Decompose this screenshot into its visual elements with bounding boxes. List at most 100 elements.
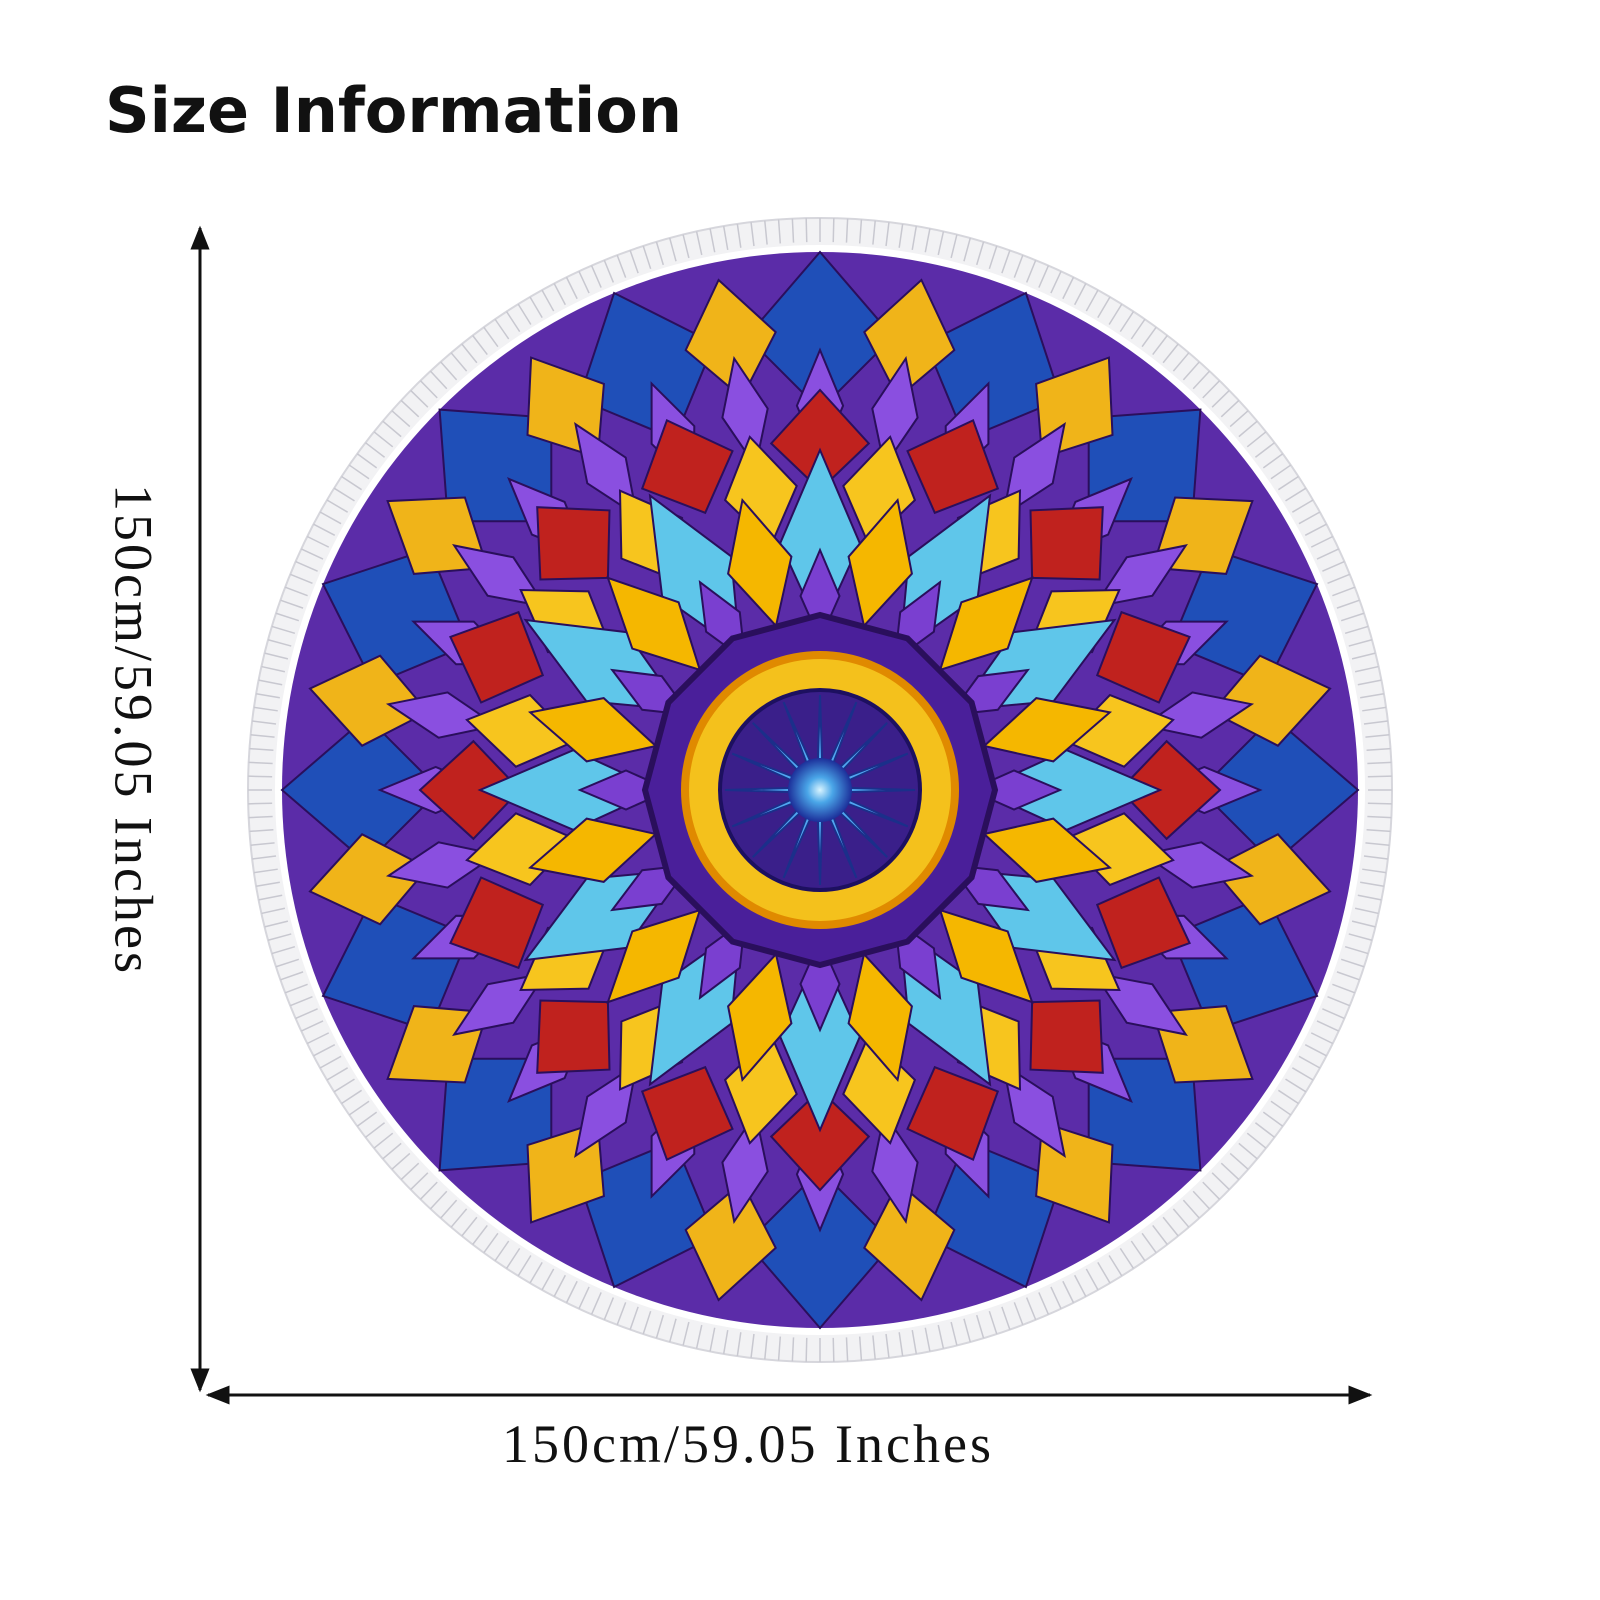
fringe-strand — [709, 1327, 716, 1352]
fringe-strand — [1362, 868, 1387, 874]
fringe-strand — [1298, 511, 1321, 525]
fringe-strand — [736, 1332, 742, 1357]
fringe-strand — [1344, 945, 1369, 955]
fringe-strand — [1013, 1302, 1024, 1326]
fringe-strand — [505, 311, 521, 333]
fringe-strand — [1182, 361, 1200, 381]
fringe-strand — [326, 1067, 349, 1081]
fringe-strand — [341, 475, 363, 491]
fringe-strand — [722, 226, 729, 250]
fringe-strand — [975, 241, 985, 266]
mandala-petal — [418, 739, 522, 841]
fringe-strand — [253, 706, 278, 712]
mandala-petal — [449, 876, 545, 970]
fringe-strand — [284, 586, 308, 597]
fringe-strand — [898, 1332, 904, 1357]
fringe-strand — [271, 625, 296, 635]
fringe-strand — [1340, 612, 1365, 622]
fringe-strand — [1062, 276, 1075, 300]
fringe-strand — [400, 399, 420, 418]
fringe-strand — [1362, 706, 1387, 712]
fringe-strand — [682, 234, 690, 259]
mandala-petal — [1210, 833, 1332, 926]
fringe-strand — [1340, 958, 1365, 968]
fringe-strand — [777, 1336, 782, 1361]
fringe-strand — [553, 283, 566, 306]
mandala-petal — [1118, 739, 1222, 841]
mandala-petal — [721, 1111, 769, 1225]
mandala-petal — [1210, 654, 1332, 747]
fringe-strand — [429, 1190, 448, 1210]
fringe-strand — [284, 983, 308, 994]
fringe-strand — [1357, 894, 1382, 901]
fringe-strand — [483, 326, 499, 348]
fringe-strand — [1192, 370, 1211, 390]
mandala-petal — [1029, 999, 1104, 1074]
mandala-petal — [745, 1168, 895, 1330]
fringe-strand — [805, 1337, 808, 1362]
fringe-strand — [1229, 1152, 1249, 1170]
fringe-strand — [483, 1232, 499, 1254]
fringe-strand — [248, 761, 273, 765]
fringe-strand — [963, 237, 971, 262]
mandala-petal — [536, 506, 611, 581]
fringe-strand — [1182, 1199, 1200, 1219]
fringe-strand — [1172, 1208, 1190, 1228]
fringe-strand — [271, 945, 296, 955]
fringe-strand — [1108, 1255, 1123, 1277]
fringe-strand — [248, 815, 273, 819]
fringe-strand — [264, 652, 289, 660]
fringe-strand — [419, 380, 438, 399]
fringe-strand — [348, 1100, 370, 1116]
mandala-petal — [779, 447, 861, 633]
fringe-strand — [911, 1330, 918, 1354]
fringe-strand — [541, 1268, 555, 1291]
mandala-petal — [906, 419, 1000, 515]
fringe-strand — [250, 842, 275, 846]
fringe-strand — [373, 431, 394, 448]
mandala-petal — [847, 952, 913, 1083]
fringe-strand — [736, 223, 742, 248]
fringe-strand — [988, 245, 998, 270]
fringe-strand — [319, 1055, 342, 1069]
fringe-strand — [1285, 1078, 1307, 1093]
fringe-strand — [1366, 828, 1391, 833]
fringe-strand — [1327, 995, 1351, 1007]
fringe-strand — [669, 237, 677, 262]
fringe-strand — [400, 1162, 420, 1181]
fringe-strand — [1141, 1232, 1157, 1254]
fringe-strand — [1162, 1216, 1179, 1237]
fringe-strand — [1192, 1190, 1211, 1210]
fringe-strand — [642, 245, 652, 270]
fringe-strand — [505, 1247, 521, 1269]
mandala-petal — [527, 817, 658, 883]
mandala-petal — [1029, 506, 1104, 581]
fringe-strand — [1001, 1306, 1011, 1330]
fringe-strand — [1351, 652, 1376, 660]
mandala-petal — [1095, 610, 1191, 704]
fringe-strand — [963, 1318, 971, 1343]
fringe-strand — [616, 1302, 627, 1326]
mandala-petal — [308, 833, 430, 926]
fringe-strand — [1304, 523, 1327, 536]
fringe-strand — [709, 228, 716, 253]
fringe-strand — [1141, 326, 1157, 348]
mandala-petal — [684, 1180, 777, 1302]
fringe-strand — [1074, 283, 1087, 306]
fringe-strand — [1310, 535, 1334, 548]
fringe-strand — [365, 1122, 386, 1138]
fringe-strand — [975, 1314, 985, 1339]
fringe-strand — [1316, 548, 1340, 560]
fringe-strand — [461, 343, 478, 364]
fringe-strand — [529, 1261, 543, 1284]
fringe-strand — [450, 1208, 468, 1228]
fringe-strand — [1038, 265, 1050, 288]
fringe-strand — [1336, 599, 1360, 609]
fringe-strand — [249, 828, 274, 833]
fringe-strand — [937, 231, 945, 256]
mandala-petal — [1169, 547, 1319, 686]
fringe-strand — [1270, 464, 1292, 480]
fringe-strand — [1277, 1089, 1299, 1105]
fringe-strand — [348, 464, 370, 480]
fringe-strand — [1038, 1292, 1050, 1315]
